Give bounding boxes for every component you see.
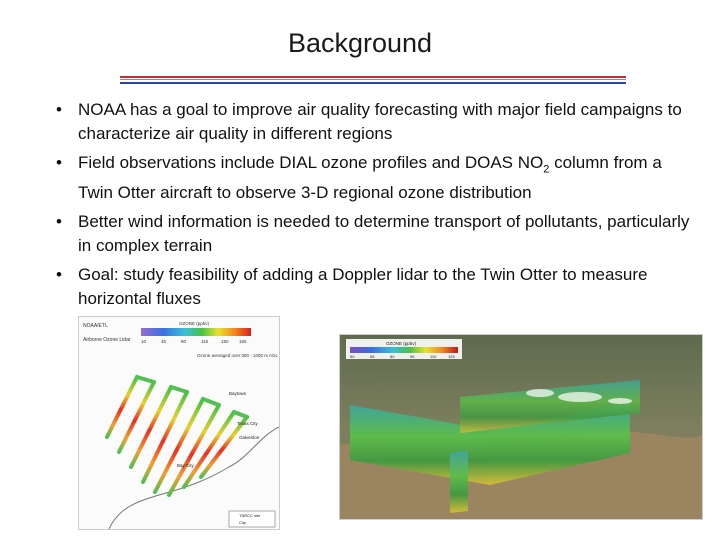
ozone-3d-curtain-figure: OZONE (ppbv) 50 65 80 95 110 125 bbox=[339, 334, 703, 520]
bullet-text: Goal: study feasibility of adding a Dopp… bbox=[78, 265, 648, 309]
subscript-2: 2 bbox=[543, 163, 550, 176]
scale-tick: 165 bbox=[239, 339, 247, 344]
bullet-text: Better wind information is needed to det… bbox=[78, 212, 690, 256]
scale-tick: 45 bbox=[161, 339, 167, 344]
scale-tick: 80 bbox=[181, 339, 187, 344]
curtain-scale-tick: 65 bbox=[370, 354, 375, 359]
title-underline-blue bbox=[120, 82, 626, 84]
place-label: Bay City bbox=[177, 463, 195, 468]
coastline bbox=[108, 426, 279, 529]
curtain-scale-title: OZONE (ppbv) bbox=[386, 341, 417, 346]
map-legend bbox=[228, 510, 276, 528]
scale-tick: 115 bbox=[201, 339, 209, 344]
bullet-text: Field observations include DIAL ozone pr… bbox=[78, 153, 544, 172]
place-label: Galveston bbox=[239, 435, 260, 440]
place-label: Texas City bbox=[237, 421, 259, 426]
bullet-list: • NOAA has a goal to improve air quality… bbox=[52, 98, 692, 316]
curtain-scale-tick: 110 bbox=[430, 354, 437, 359]
slide-title: Background bbox=[287, 28, 433, 58]
bullet-text: NOAA has a goal to improve air quality f… bbox=[78, 100, 682, 143]
title-underline-red bbox=[120, 76, 626, 78]
ozone-3d-curtain-svg: OZONE (ppbv) 50 65 80 95 110 125 bbox=[340, 335, 702, 519]
bullet-item: • NOAA has a goal to improve air quality… bbox=[52, 98, 692, 146]
fig-note: Ozone averaged over 300 - 1000 m AGL bbox=[197, 353, 279, 358]
place-label: Baytown bbox=[229, 391, 247, 396]
bullet-dot-icon: • bbox=[56, 153, 62, 172]
fig-header-left: NOAA/ETL bbox=[83, 323, 108, 329]
ozone-curtains bbox=[350, 380, 640, 513]
flight-tracks bbox=[105, 375, 249, 497]
legend-entry: TNRCC site bbox=[239, 513, 261, 518]
curtain-scale-tick: 50 bbox=[350, 354, 355, 359]
scale-tick: 150 bbox=[221, 339, 229, 344]
ozone-flight-map-svg: NOAA/ETL Airborne Ozone Lidar OZONE (ppb… bbox=[83, 321, 279, 529]
scale-tick: 10 bbox=[141, 339, 147, 344]
curtain-scale-tick: 80 bbox=[390, 354, 395, 359]
bullet-text-cont: column from a Twin Otter aircraft to obs… bbox=[78, 153, 662, 203]
ozone-colorbar bbox=[141, 328, 251, 336]
legend-entry: City bbox=[239, 520, 246, 525]
fig-scale-title: OZONE (ppbv) bbox=[179, 321, 210, 326]
bullet-dot-icon: • bbox=[56, 212, 62, 232]
ozone-flight-map-figure: NOAA/ETL Airborne Ozone Lidar OZONE (ppb… bbox=[78, 316, 280, 530]
bullet-item: • Field observations include DIAL ozone … bbox=[52, 151, 692, 205]
cloud-patches bbox=[526, 389, 632, 404]
bullet-item: • Better wind information is needed to d… bbox=[52, 210, 692, 258]
bullet-dot-icon: • bbox=[56, 265, 62, 285]
curtain-scale-tick: 125 bbox=[448, 354, 455, 359]
curtain-scale-tick: 95 bbox=[410, 354, 415, 359]
curtain-colorbar bbox=[350, 347, 458, 353]
fig-subtitle: Airborne Ozone Lidar bbox=[83, 337, 131, 343]
title-underline-thin bbox=[120, 79, 626, 80]
bullet-item: • Goal: study feasibility of adding a Do… bbox=[52, 263, 692, 311]
bullet-dot-icon: • bbox=[56, 100, 62, 119]
